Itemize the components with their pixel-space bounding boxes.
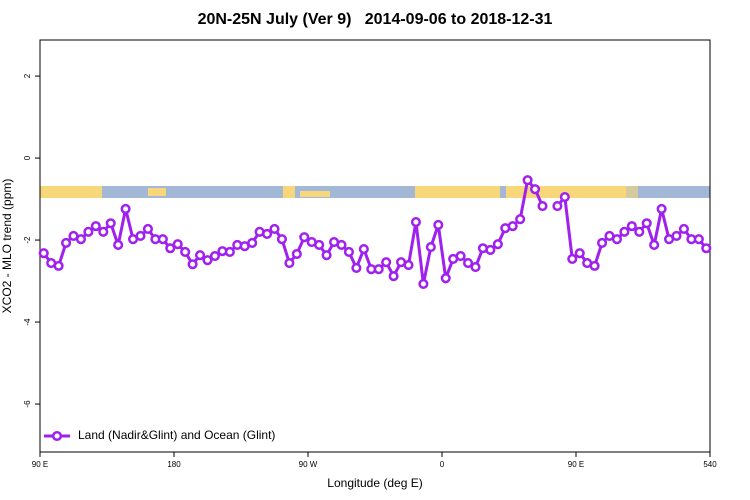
data-point xyxy=(455,250,466,262)
data-point xyxy=(559,191,570,203)
data-point xyxy=(247,237,258,248)
data-point xyxy=(172,239,183,250)
data-point xyxy=(597,237,608,248)
data-point xyxy=(373,264,384,275)
data-point xyxy=(165,243,176,254)
data-point xyxy=(120,203,131,214)
data-point xyxy=(656,203,667,214)
data-point xyxy=(611,234,622,245)
data-point xyxy=(135,230,146,242)
data-point xyxy=(567,253,578,264)
x-axis-label: Longitude (deg E) xyxy=(327,476,422,490)
data-point xyxy=(634,226,645,237)
data-point xyxy=(619,226,630,237)
data-point xyxy=(75,234,86,245)
data-point xyxy=(641,218,652,229)
data-point xyxy=(671,230,682,242)
data-point xyxy=(470,262,481,273)
data-point xyxy=(202,255,213,266)
data-point xyxy=(574,248,585,259)
data-point xyxy=(522,175,533,186)
data-point xyxy=(180,246,191,257)
data-point xyxy=(314,239,325,251)
x-tick-label: 540 xyxy=(703,460,717,469)
x-tick-label: 90 W xyxy=(299,460,318,469)
data-point xyxy=(262,228,273,239)
x-tick-label: 90 E xyxy=(32,460,48,469)
data-point xyxy=(351,262,362,273)
data-point xyxy=(388,271,399,282)
data-point xyxy=(485,244,496,255)
chart-title: 20N-25N July (Ver 9) 2014-09-06 to 2018-… xyxy=(198,11,553,28)
data-point xyxy=(530,184,541,195)
map-strip xyxy=(40,186,710,198)
data-point xyxy=(291,248,302,260)
data-point xyxy=(224,246,235,257)
x-tick-label: 0 xyxy=(440,460,445,469)
x-tick-label: 90 E xyxy=(568,460,584,469)
data-point xyxy=(299,232,310,243)
data-point xyxy=(113,239,124,251)
data-point xyxy=(105,218,116,229)
data-point xyxy=(410,216,421,228)
data-point xyxy=(276,234,287,245)
data-point xyxy=(649,239,660,251)
data-point xyxy=(269,223,280,235)
data-point xyxy=(343,246,354,257)
data-point xyxy=(492,239,503,250)
data-point xyxy=(418,278,429,289)
data-point xyxy=(515,214,526,225)
legend-label: Land (Nadir&Glint) and Ocean (Glint) xyxy=(78,428,275,442)
data-point xyxy=(701,243,712,254)
data-point xyxy=(440,273,451,284)
data-point xyxy=(678,223,689,235)
y-axis-label: XCO2 - MLO trend (ppm) xyxy=(0,179,14,314)
y-tick-label: -6 xyxy=(23,400,32,408)
legend-marker xyxy=(51,430,63,442)
data-point xyxy=(358,244,369,255)
data-point xyxy=(425,241,436,253)
y-tick-label: 2 xyxy=(23,73,32,78)
data-point xyxy=(589,260,600,271)
data-point xyxy=(157,234,168,245)
data-point xyxy=(507,221,518,232)
data-point xyxy=(142,223,153,235)
data-point xyxy=(403,260,414,271)
data-point xyxy=(195,250,206,261)
data-point xyxy=(463,257,474,269)
plot-frame xyxy=(39,39,711,453)
x-tick-label: 180 xyxy=(167,460,181,469)
data-point xyxy=(626,221,637,232)
y-tick-label: -4 xyxy=(23,318,32,326)
data-point xyxy=(83,226,94,237)
y-tick-label: 0 xyxy=(23,155,32,160)
data-point xyxy=(693,234,704,245)
data-point xyxy=(90,221,101,232)
data-point xyxy=(98,226,109,237)
data-point xyxy=(537,200,548,212)
data-point xyxy=(209,250,220,262)
data-point xyxy=(321,250,332,261)
data-point xyxy=(187,259,198,270)
data-point xyxy=(38,248,49,259)
y-tick-label: -2 xyxy=(23,236,32,244)
data-point xyxy=(61,237,72,248)
data-point xyxy=(284,257,295,269)
data-point xyxy=(53,260,64,271)
data-point xyxy=(552,200,563,212)
data-point xyxy=(381,257,392,268)
data-point xyxy=(433,219,444,230)
data-point xyxy=(336,239,347,251)
